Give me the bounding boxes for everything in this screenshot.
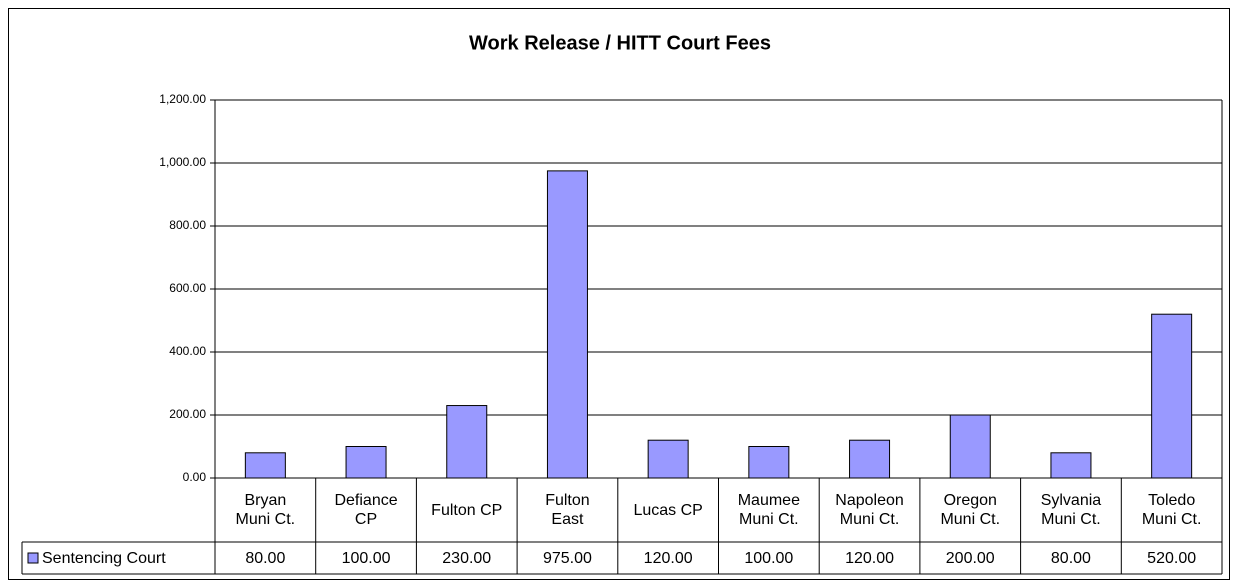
value-label: 520.00 [1147,549,1197,567]
bar [1050,452,1092,479]
bar [647,439,689,479]
bar [949,414,991,479]
y-tick-label: 1,000.00 [159,155,206,169]
category-label: Defiance CP [334,492,398,528]
value-label: 975.00 [542,549,592,567]
value-label: 100.00 [744,549,794,567]
legend-swatch [27,552,39,564]
bar [446,405,488,479]
value-label: 230.00 [442,549,492,567]
category-label: Bryan Muni Ct. [235,492,296,528]
value-label: 200.00 [945,549,995,567]
value-label: 120.00 [643,549,693,567]
bar [345,446,387,479]
bar [849,439,891,479]
category-label: Fulton CP [431,501,503,519]
category-label: Napoleon Muni Ct. [835,492,904,528]
value-label: 80.00 [1050,549,1091,567]
bar [244,452,286,479]
y-tick-label: 400.00 [169,344,206,358]
category-label: Oregon Muni Ct. [940,492,1001,528]
legend-label: Sentencing Court [42,549,166,567]
category-label: Fulton East [545,492,590,528]
value-label: 100.00 [341,549,391,567]
category-label: Sylvania Muni Ct. [1040,492,1102,528]
value-label: 120.00 [845,549,894,567]
y-tick-label: 200.00 [169,407,206,421]
chart-title: Work Release / HITT Court Fees [469,32,771,54]
category-label: Lucas CP [633,501,703,519]
category-label: Maumee Muni Ct. [737,492,800,528]
y-tick-label: 1,200.00 [159,92,206,106]
y-tick-label: 800.00 [169,218,206,232]
bar [748,446,790,479]
category-label: Toledo Muni Ct. [1141,492,1202,528]
value-label: 80.00 [245,549,286,567]
y-tick-label: 600.00 [169,281,206,295]
y-tick-label: 0.00 [183,470,207,484]
bar [546,170,588,479]
bar [1151,313,1193,479]
chart-border [8,8,1230,580]
